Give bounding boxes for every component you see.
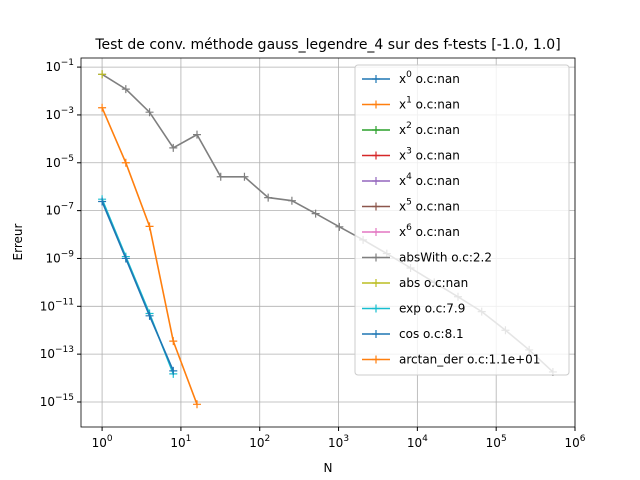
y-tick-label: 10−9 <box>45 249 74 265</box>
legend-label: x4 o.c:nan <box>399 172 460 188</box>
marker <box>121 254 130 263</box>
marker <box>121 158 130 167</box>
marker <box>192 400 201 409</box>
legend-marker <box>372 355 380 364</box>
x-tick-label: 106 <box>564 434 585 450</box>
marker <box>145 108 154 117</box>
marker <box>169 366 178 375</box>
legend-marker <box>372 253 380 262</box>
x-tick-label: 103 <box>328 434 349 450</box>
legend-marker <box>372 279 380 287</box>
x-tick-label: 100 <box>92 434 113 450</box>
y-tick-label: 10−15 <box>40 393 74 409</box>
legend-label: abs o.c:nan <box>399 276 468 290</box>
x-tick-label: 104 <box>407 434 428 450</box>
marker <box>98 103 107 112</box>
legend-marker <box>372 100 380 109</box>
legend-marker <box>372 304 380 313</box>
marker <box>145 311 154 320</box>
y-axis-label: Erreur <box>11 223 25 260</box>
x-axis-label: N <box>324 461 333 475</box>
legend-marker <box>372 151 380 160</box>
x-tick-label: 102 <box>249 434 270 450</box>
legend-label: absWith o.c:2.2 <box>399 251 492 265</box>
marker <box>264 193 273 202</box>
x-tick-label: 105 <box>486 434 507 450</box>
legend-marker <box>372 126 380 134</box>
y-tick-label: 10−5 <box>45 154 74 170</box>
legend-label: exp o.c:7.9 <box>399 302 465 316</box>
marker <box>335 222 344 231</box>
marker <box>169 337 178 346</box>
legend-marker <box>372 75 380 83</box>
legend-label: cos o.c:8.1 <box>399 327 464 341</box>
legend-label: x0 o.c:nan <box>399 70 460 86</box>
legend-label: x5 o.c:nan <box>399 198 460 214</box>
y-tick-label: 10−7 <box>45 202 74 218</box>
marker <box>192 130 201 139</box>
legend-marker <box>372 228 380 236</box>
legend-label: x1 o.c:nan <box>399 96 460 112</box>
y-tick-label: 10−1 <box>45 58 74 74</box>
legend-label: x3 o.c:nan <box>399 147 460 163</box>
marker <box>145 222 154 231</box>
y-tick-label: 10−13 <box>40 345 74 361</box>
series-line <box>101 201 175 372</box>
marker <box>287 196 296 205</box>
x-tick-label: 101 <box>170 434 191 450</box>
legend-marker <box>372 330 380 338</box>
legend-box <box>354 64 570 376</box>
marker <box>240 172 249 181</box>
legend-marker <box>372 202 380 211</box>
legend-marker <box>372 177 380 185</box>
marker <box>98 70 107 79</box>
marker <box>98 197 107 206</box>
legend-label: arctan_der o.c:1.1e+01 <box>399 353 540 367</box>
marker <box>169 143 178 152</box>
y-tick-label: 10−11 <box>40 297 74 313</box>
axes-frame <box>80 57 576 428</box>
y-tick-label: 10−3 <box>45 106 74 122</box>
legend-label: x2 o.c:nan <box>399 121 460 137</box>
marker <box>216 172 225 181</box>
chart-title: Test de conv. méthode gauss_legendre_4 s… <box>94 37 560 53</box>
legend-label: x6 o.c:nan <box>399 223 460 239</box>
marker <box>311 209 320 218</box>
marker <box>121 85 130 94</box>
